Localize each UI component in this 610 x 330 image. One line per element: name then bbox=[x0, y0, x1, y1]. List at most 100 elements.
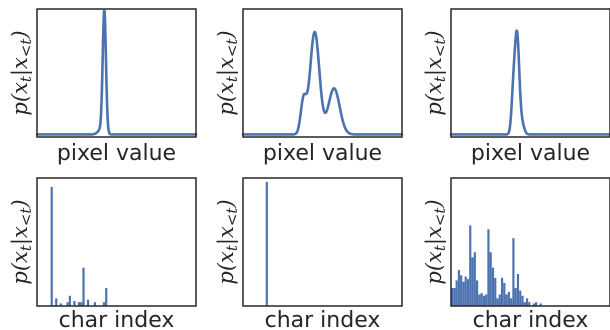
y-label-text: ) bbox=[8, 30, 32, 39]
histogram-bar bbox=[482, 295, 485, 306]
y-label-text: |x bbox=[422, 226, 447, 245]
histogram-bar bbox=[55, 298, 58, 306]
histogram-bar bbox=[525, 298, 529, 306]
histogram-bar bbox=[487, 229, 490, 306]
y-label-text: p(x bbox=[422, 82, 446, 116]
plot-area-6 bbox=[451, 225, 542, 306]
axes-frame-2 bbox=[242, 8, 403, 138]
axes-frame-4 bbox=[36, 177, 197, 307]
plot-area-3 bbox=[449, 29, 610, 136]
y-axis-label: p(xt|x<t) bbox=[422, 30, 449, 115]
histogram-bar bbox=[528, 302, 531, 306]
plot-area-2 bbox=[241, 30, 404, 136]
x-axis-label: char index bbox=[265, 308, 381, 330]
panel-3: pixel value p(xt|x<t) bbox=[422, 8, 610, 166]
panel-4: char index p(xt|x<t) bbox=[8, 177, 197, 330]
histogram-bar bbox=[73, 300, 76, 306]
histogram-bar bbox=[457, 270, 460, 306]
histogram-bar bbox=[265, 181, 268, 306]
plot-area-4 bbox=[50, 186, 108, 306]
y-axis-label: p(xt|x<t) bbox=[8, 199, 35, 284]
y-label-subscript: t bbox=[17, 75, 35, 82]
y-label-subscript: <t bbox=[431, 38, 449, 58]
y-label-subscript: t bbox=[17, 244, 35, 251]
density-curve bbox=[35, 9, 198, 136]
y-label-subscript: t bbox=[431, 75, 449, 82]
histogram-bar bbox=[102, 302, 106, 306]
axes-frame-5 bbox=[242, 177, 403, 307]
histogram-bar bbox=[521, 295, 524, 306]
histogram-bar bbox=[460, 275, 463, 306]
histogram-bar bbox=[68, 295, 71, 306]
histogram-bar bbox=[50, 186, 53, 306]
histogram-bar bbox=[59, 303, 62, 306]
y-label-text: |x bbox=[422, 57, 447, 76]
x-axis-label: pixel value bbox=[471, 141, 590, 166]
y-label-text: p(x bbox=[422, 251, 446, 285]
y-label-subscript: <t bbox=[17, 207, 35, 227]
x-axis-label: pixel value bbox=[57, 141, 176, 166]
panel-2: pixel value p(xt|x<t) bbox=[214, 8, 404, 166]
y-label-text: ) bbox=[214, 199, 238, 208]
histogram-bar bbox=[475, 280, 479, 306]
y-label-subscript: <t bbox=[223, 38, 241, 58]
histogram-bar bbox=[510, 298, 513, 306]
density-curve bbox=[241, 30, 404, 136]
axes-frame-6 bbox=[450, 177, 610, 307]
histogram-bar bbox=[453, 288, 456, 306]
y-axis-label: p(xt|x<t) bbox=[422, 199, 449, 284]
y-label-subscript: t bbox=[223, 244, 241, 251]
y-label-subscript: <t bbox=[17, 38, 35, 58]
plot-area-5 bbox=[265, 181, 268, 306]
x-axis-label: pixel value bbox=[263, 141, 382, 166]
y-label-text: ) bbox=[214, 30, 238, 39]
histogram-bar bbox=[503, 282, 506, 306]
x-axis-label: char index bbox=[59, 308, 175, 330]
histogram-bar bbox=[489, 252, 492, 306]
histogram-bar bbox=[451, 288, 454, 306]
y-label-text: |x bbox=[214, 226, 239, 245]
histogram-bar bbox=[491, 267, 495, 306]
histogram-bar bbox=[496, 298, 499, 306]
histogram-bar bbox=[514, 288, 517, 306]
y-axis-label: p(xt|x<t) bbox=[8, 30, 35, 115]
y-label-text: p(x bbox=[8, 251, 32, 285]
histogram-bar bbox=[485, 294, 488, 306]
histogram-bar bbox=[512, 238, 515, 306]
histogram-bar bbox=[82, 267, 85, 306]
histogram-bar bbox=[462, 281, 465, 306]
y-label-subscript: t bbox=[431, 244, 449, 251]
density-curve bbox=[449, 29, 610, 136]
histogram-bar bbox=[66, 302, 69, 306]
y-label-text: |x bbox=[8, 226, 33, 245]
histogram-bar bbox=[478, 294, 481, 306]
x-axis-label: char index bbox=[473, 308, 589, 330]
histogram-bar bbox=[505, 294, 508, 306]
histogram-bar bbox=[77, 302, 81, 306]
histogram-bar bbox=[516, 274, 520, 306]
histogram-bar bbox=[105, 288, 108, 306]
panel-6: char index p(xt|x<t) bbox=[422, 177, 610, 330]
y-label-text: ) bbox=[422, 199, 446, 208]
axes-frame-3 bbox=[450, 8, 610, 138]
histogram-bar bbox=[473, 252, 476, 306]
y-label-text: ) bbox=[422, 30, 446, 39]
y-label-subscript: <t bbox=[431, 207, 449, 227]
histogram-bar bbox=[500, 277, 504, 306]
histogram-bar bbox=[464, 276, 467, 306]
y-axis-label: p(xt|x<t) bbox=[214, 30, 241, 115]
histogram-bar bbox=[523, 302, 526, 306]
histogram-bar bbox=[93, 302, 96, 306]
histogram-bar bbox=[535, 302, 538, 306]
y-label-text: ) bbox=[8, 199, 32, 208]
y-label-text: p(x bbox=[8, 82, 32, 116]
histogram-bar bbox=[480, 293, 483, 306]
panel-5: char index p(xt|x<t) bbox=[214, 177, 403, 330]
histogram-bar bbox=[471, 257, 474, 306]
panel-1: pixel value p(xt|x<t) bbox=[8, 8, 198, 166]
y-label-subscript: <t bbox=[223, 207, 241, 227]
y-label-subscript: t bbox=[223, 75, 241, 82]
histogram-bar bbox=[519, 290, 522, 306]
histogram-bar bbox=[80, 302, 83, 306]
